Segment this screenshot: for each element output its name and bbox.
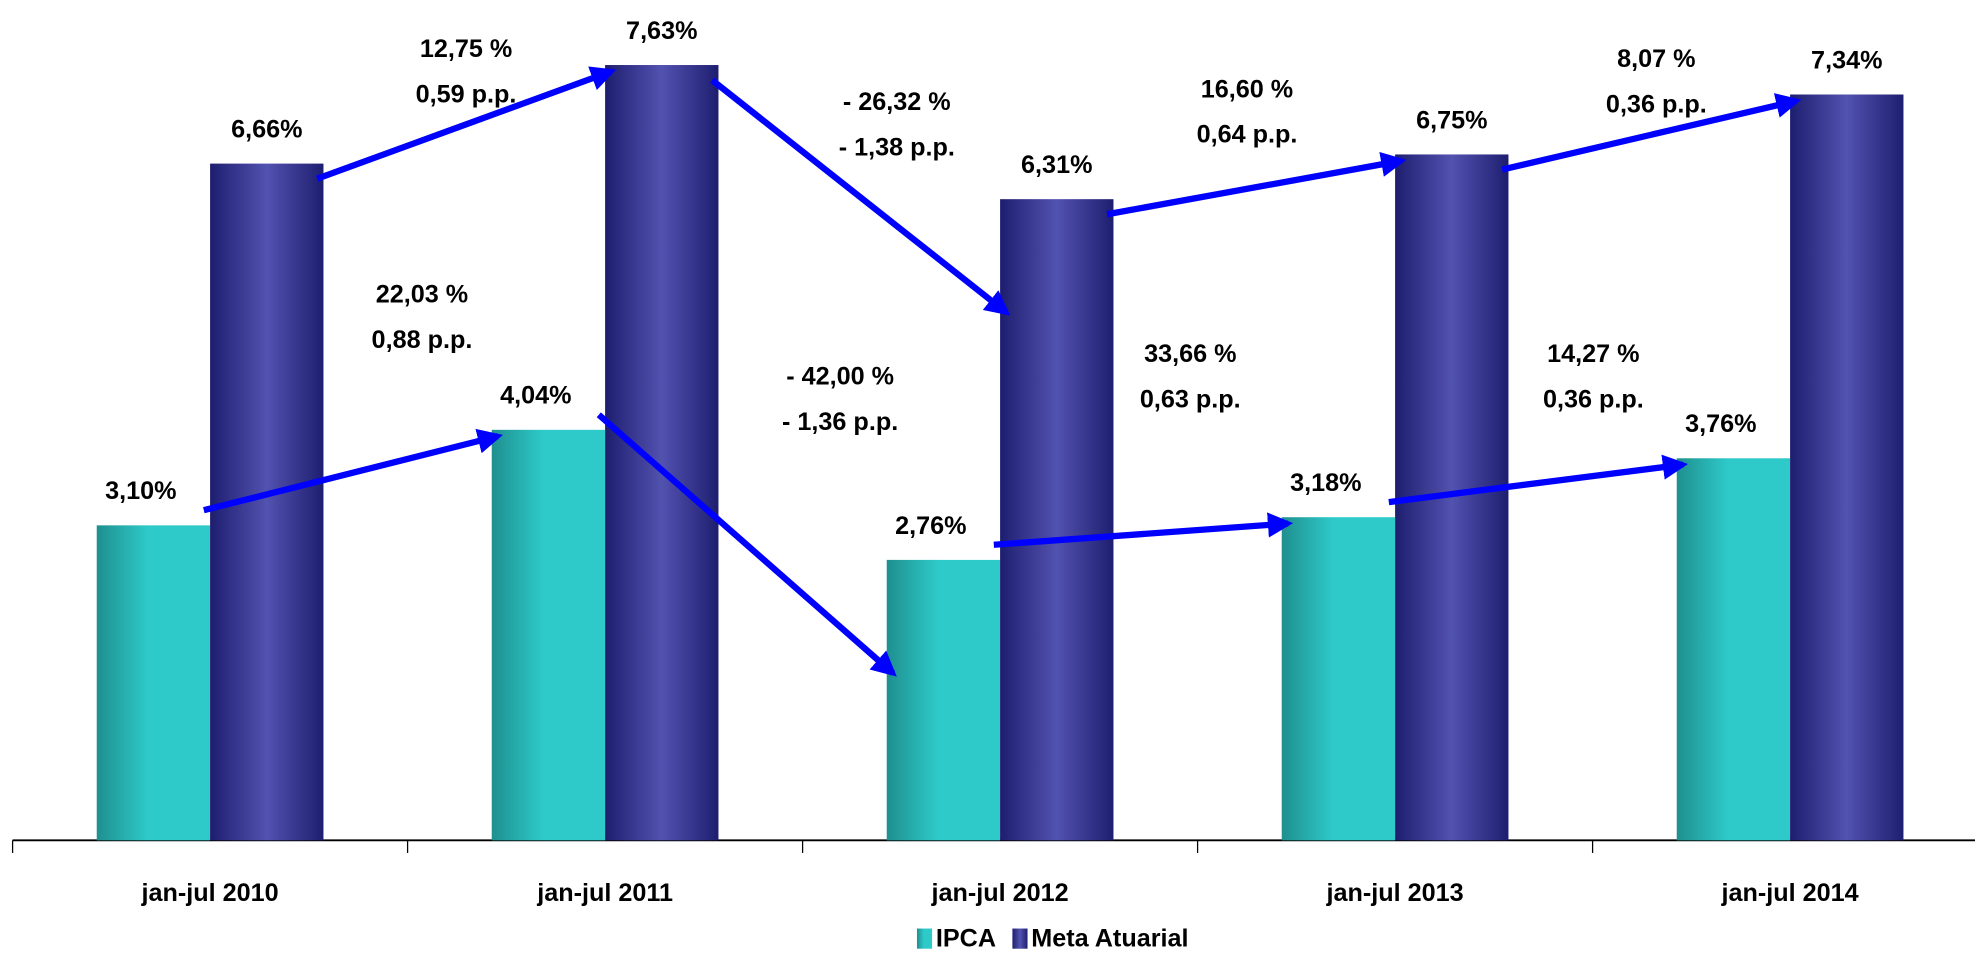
x-tick-label: jan-jul 2010 [141,879,279,907]
change-arrow [710,77,1011,316]
value-label: 4,04% [500,382,571,410]
change-label: 0,36 p.p. [1606,90,1707,118]
change-label: 0,59 p.p. [416,80,517,108]
bar [96,525,211,841]
change-arrow [1106,151,1407,218]
change-label: - 42,00 % [786,363,894,391]
change-label: 16,60 % [1201,75,1293,103]
change-label: 33,66 % [1144,340,1236,368]
legend-label: IPCA [936,925,996,953]
change-arrow [1388,454,1689,506]
value-label: 6,31% [1021,151,1092,179]
bar [1000,199,1114,841]
value-label: 6,75% [1416,106,1487,134]
value-label: 3,18% [1290,469,1361,497]
change-label: 12,75 % [420,35,512,63]
legend-swatch [1012,928,1028,949]
value-label: 7,63% [626,17,697,45]
value-label: 7,34% [1811,46,1882,74]
change-arrow [1501,93,1802,173]
legend-swatch [916,928,933,949]
value-label: 3,10% [105,477,176,505]
bar [1281,517,1396,841]
x-tick-label: jan-jul 2011 [536,879,673,907]
bar [1676,458,1791,841]
change-label: 22,03 % [376,281,468,309]
change-arrow [316,66,617,182]
bar [1790,94,1904,841]
change-label: 0,88 p.p. [372,326,473,354]
value-label: 2,76% [895,512,966,540]
change-label: 0,64 p.p. [1197,121,1298,149]
bar [491,429,606,841]
change-label: - 1,36 p.p. [782,408,898,436]
bar [605,65,719,841]
legend-label: Meta Atuarial [1031,925,1188,953]
change-arrow [596,412,897,677]
x-tick-label: jan-jul 2013 [1326,879,1464,907]
bar [886,559,1001,841]
change-arrow [203,428,503,514]
x-tick-label: jan-jul 2014 [1721,879,1859,907]
change-label: - 1,38 p.p. [839,133,955,161]
change-label: - 26,32 % [843,88,951,116]
change-arrow [993,512,1294,548]
value-label: 6,66% [231,115,302,143]
change-label: 14,27 % [1547,340,1639,368]
x-tick-label: jan-jul 2012 [931,879,1069,907]
change-label: 0,63 p.p. [1140,385,1241,413]
change-label: 0,36 p.p. [1543,385,1644,413]
value-label: 3,76% [1685,410,1756,438]
change-label: 8,07 % [1617,45,1695,73]
